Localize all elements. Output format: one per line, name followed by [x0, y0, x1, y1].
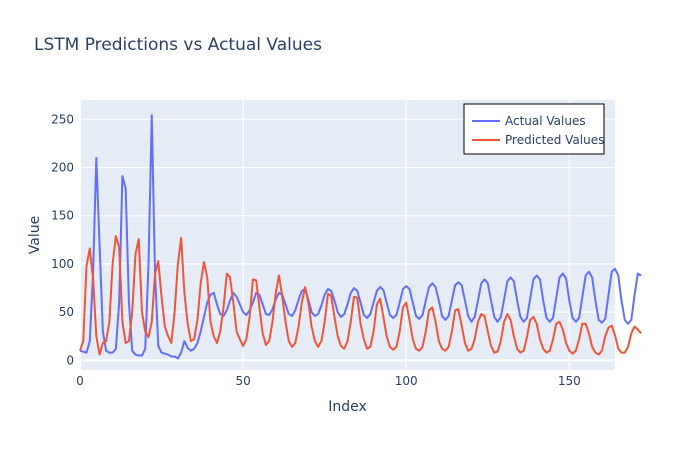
chart-title: LSTM Predictions vs Actual Values	[34, 35, 322, 55]
x-tick-label: 150	[558, 374, 581, 388]
x-axis-label: Index	[328, 399, 367, 415]
legend[interactable]: Actual Values Predicted Values	[463, 103, 605, 155]
y-tick-label: 50	[59, 305, 74, 319]
y-tick-label: 100	[51, 257, 74, 271]
grid-layer	[79, 100, 615, 370]
tick-layer: 0 50 100 150 200 250 0 50 100 150	[51, 112, 581, 388]
y-tick-label: 200	[51, 161, 74, 175]
y-tick-label: 250	[51, 112, 74, 126]
series-line-predicted-values	[79, 234, 642, 356]
y-tick-label: 0	[66, 353, 74, 367]
legend-label-predicted-values[interactable]: Predicted Values	[505, 133, 604, 147]
series-line-actual-values	[79, 114, 642, 360]
x-tick-label: 50	[235, 374, 250, 388]
legend-label-actual-values[interactable]: Actual Values	[505, 114, 586, 128]
series-layer	[79, 114, 642, 360]
x-tick-label: 100	[395, 374, 418, 388]
y-axis-label: Value	[27, 216, 43, 254]
x-tick-label: 0	[76, 374, 84, 388]
y-tick-label: 150	[51, 209, 74, 223]
legend-box	[463, 103, 605, 155]
